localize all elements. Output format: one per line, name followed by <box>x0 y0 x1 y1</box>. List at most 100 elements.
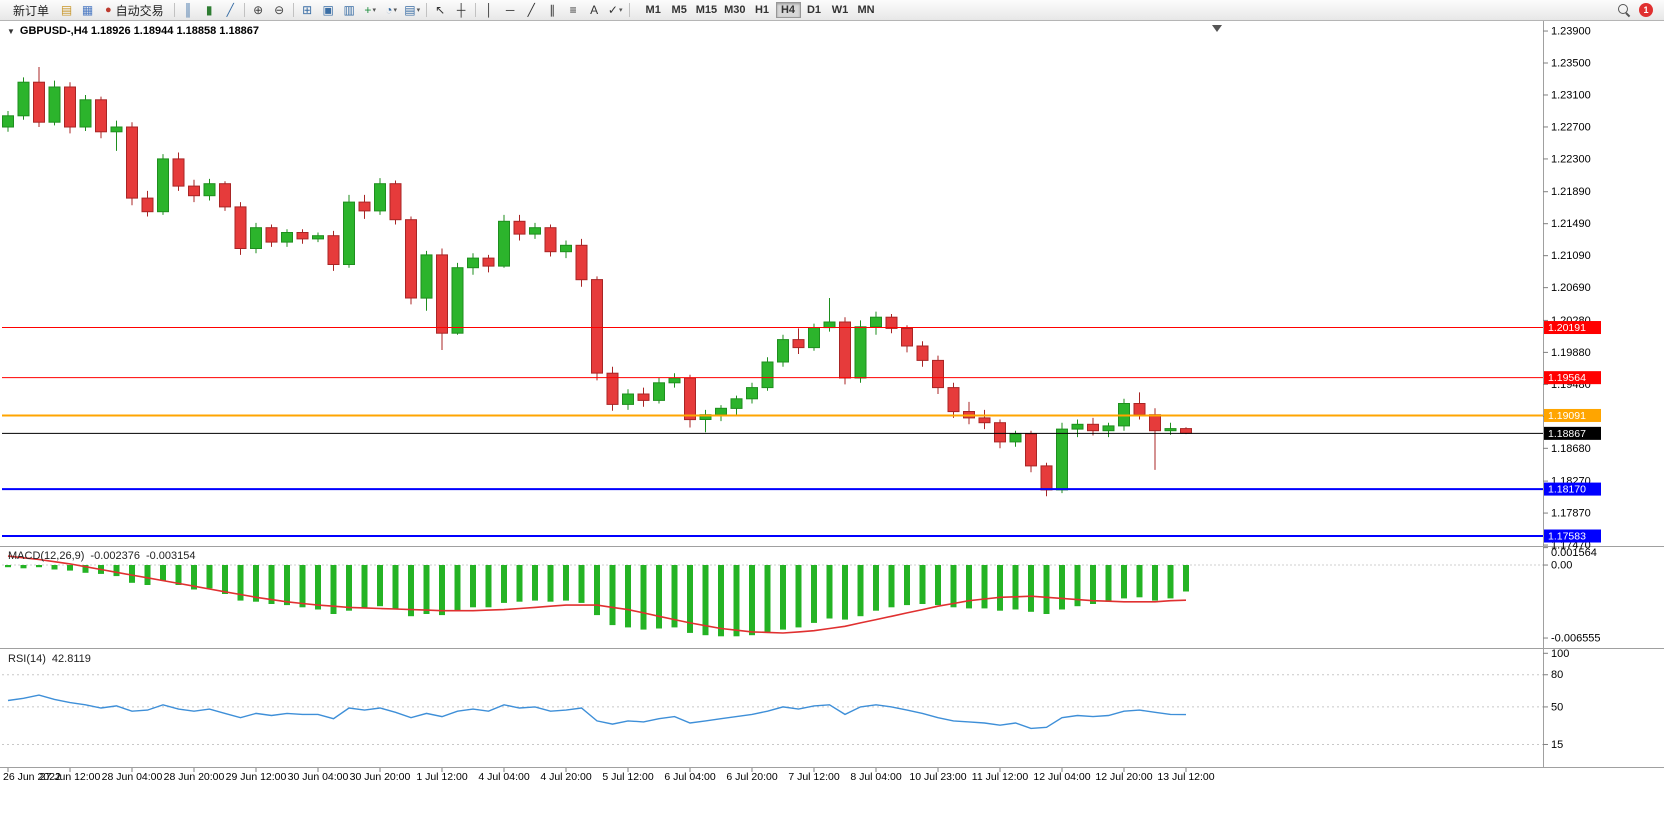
macd-histogram-bar <box>1152 565 1158 601</box>
period-icon[interactable]: ◔ ▾ <box>381 2 402 19</box>
candle-body <box>1102 425 1115 432</box>
timeframe-button-d1[interactable]: D1 <box>806 4 822 16</box>
one-click-trading-toggle-icon[interactable]: ▼ <box>7 26 15 36</box>
tile-windows-icon-glyph: ⊞ <box>302 3 313 17</box>
candle-body <box>839 321 851 379</box>
timeframe-button-w1[interactable]: W1 <box>831 4 849 16</box>
vertical-line-icon[interactable]: │ <box>479 2 500 19</box>
profiles-icon-glyph: ▦ <box>81 3 94 17</box>
candle-body <box>1087 423 1099 432</box>
macd-histogram-bar <box>501 565 507 603</box>
time-axis-label: 28 Jun 20:00 <box>164 771 225 783</box>
autotrading-button[interactable]: ● 自动交易 <box>98 2 171 19</box>
trendline-icon[interactable]: ╱ <box>521 2 542 19</box>
time-axis-label: 6 Jul 04:00 <box>664 771 716 783</box>
timeframe-button-h1[interactable]: H1 <box>754 4 770 16</box>
rsi-layer: 100 80 50 15 <box>2 648 1569 751</box>
bar-chart-icon[interactable]: ║ <box>178 2 199 19</box>
candlestick-chart-icon-glyph: ▮ <box>205 3 213 17</box>
macd-histogram-bar <box>330 565 337 614</box>
timeframe-button-mn[interactable]: MN <box>857 4 875 16</box>
zoom-out-icon[interactable]: ⊖ <box>269 2 290 19</box>
macd-histogram-bar <box>129 565 135 583</box>
toolbar-right-group: 1 <box>1618 3 1658 17</box>
time-axis-label: 27 Jun 12:00 <box>40 771 101 783</box>
arrows-objects-icon[interactable]: ✓ ▾ <box>605 2 626 19</box>
toolbar: 新订单 ▤ ▦ ● 自动交易 ║ ▮ ╱ ⊕ ⊖ ⊞ ▣ ▥ + ▾ ◔ ▾ ▤ ▾ ↖ ┼ │ ─ ╱ ∥ ≡ A ✓ ▾ M1 M5 M1… <box>0 0 1664 21</box>
cascade-windows-icon[interactable]: ▣ <box>318 2 339 19</box>
time-axis-label: 7 Jul 12:00 <box>788 771 840 783</box>
candle-body <box>1040 465 1053 491</box>
candle-body <box>792 339 805 349</box>
timeframe-button-h4[interactable]: H4 <box>775 2 801 18</box>
candle-body <box>637 393 650 401</box>
candlestick-chart-icon[interactable]: ▮ <box>199 2 220 19</box>
crosshair-icon[interactable]: ┼ <box>451 2 472 19</box>
horizontal-line-icon[interactable]: ─ <box>500 2 521 19</box>
candle-body <box>606 372 619 405</box>
macd-histogram-bar <box>1028 565 1034 612</box>
new-chart-icon[interactable]: ▤ <box>56 2 77 19</box>
notification-badge[interactable]: 1 <box>1639 3 1653 17</box>
macd-histogram-bar <box>795 565 802 628</box>
macd-name: MACD(12,26,9) <box>8 550 85 562</box>
arrange-windows-icon[interactable]: ▥ <box>339 2 360 19</box>
text-label-icon-glyph: A <box>590 3 599 17</box>
candle-body <box>389 183 402 221</box>
rsi-tick-label: 80 <box>1551 669 1563 681</box>
macd-histogram-bar <box>904 565 910 606</box>
price-level-badge: 1.19091 <box>1544 408 1601 422</box>
fibonacci-icon[interactable]: ≡ <box>563 2 584 19</box>
macd-histogram-bar <box>656 565 662 629</box>
rsi-name: RSI(14) <box>8 653 46 665</box>
add-indicator-icon[interactable]: + ▾ <box>360 2 381 19</box>
macd-histogram-bar <box>423 565 430 614</box>
arrange-windows-icon-glyph: ▥ <box>343 3 355 17</box>
tile-windows-icon[interactable]: ⊞ <box>297 2 318 19</box>
time-axis-label: 8 Jul 04:00 <box>850 771 902 783</box>
price-tick-label: 1.23900 <box>1551 26 1591 38</box>
macd-histogram-bar <box>1043 565 1050 614</box>
dropdown-arrow-icon: ▾ <box>618 6 623 14</box>
macd-tick-label: 0.001564 <box>1551 547 1597 559</box>
zoom-in-icon[interactable]: ⊕ <box>248 2 269 19</box>
new-order-button[interactable]: 新订单 <box>6 2 56 19</box>
rsi-value: 42.8119 <box>51 653 91 665</box>
macd-histogram-bar <box>640 565 647 630</box>
candle-body <box>95 99 107 133</box>
price-badge-label: 1.18867 <box>1548 428 1586 440</box>
timeframe-button-m15[interactable]: M15 <box>695 4 718 16</box>
candle-body <box>1133 403 1146 416</box>
timeframe-button-m5[interactable]: M5 <box>671 4 687 16</box>
candle-body <box>591 279 603 374</box>
price-tick-label: 1.22700 <box>1551 121 1591 133</box>
line-chart-icon[interactable]: ╱ <box>220 2 241 19</box>
candle-body <box>529 227 541 235</box>
macd-signal-value: -0.003154 <box>145 550 196 562</box>
profiles-icon[interactable]: ▦ <box>77 2 98 19</box>
channel-icon[interactable]: ∥ <box>542 2 563 19</box>
template-icon[interactable]: ▤ ▾ <box>402 2 423 19</box>
price-tick-label: 1.19880 <box>1551 347 1591 359</box>
cursor-icon[interactable]: ↖ <box>430 2 451 19</box>
candle-body <box>188 185 200 197</box>
trendline-icon-glyph: ╱ <box>527 3 535 17</box>
candle-body <box>110 126 123 133</box>
macd-histogram-bar <box>842 565 848 620</box>
price-axis: 1.23900 1.23500 1.23100 1.22700 1.22300 1.218… <box>1543 26 1591 552</box>
candle-body <box>777 339 789 363</box>
price-tick-label: 1.21090 <box>1551 250 1591 262</box>
search-icon[interactable] <box>1618 4 1630 16</box>
candle-body <box>467 257 479 269</box>
candle-body <box>358 201 371 212</box>
channel-icon-glyph: ∥ <box>549 3 556 17</box>
text-label-icon[interactable]: A <box>584 2 605 19</box>
candle-body <box>420 254 433 299</box>
candle-body <box>684 377 696 421</box>
timeframe-button-m1[interactable]: M1 <box>645 4 661 16</box>
price-badge-label: 1.19564 <box>1548 372 1586 384</box>
timeframe-button-m30[interactable]: M30 <box>724 4 746 16</box>
candle-body <box>668 377 681 384</box>
price-tick-label: 1.23100 <box>1551 89 1591 101</box>
